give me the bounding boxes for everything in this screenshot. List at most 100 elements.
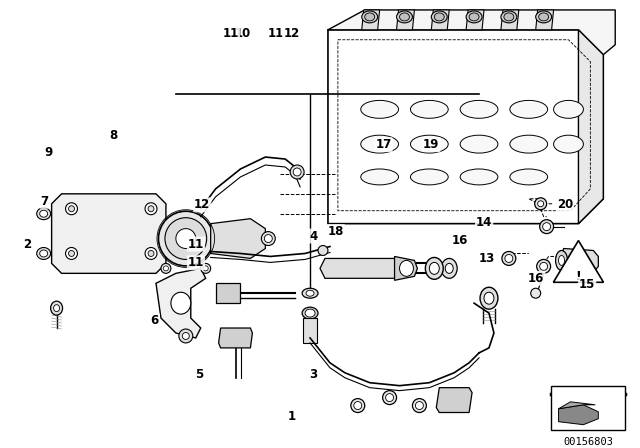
Ellipse shape <box>410 135 448 153</box>
Ellipse shape <box>510 169 548 185</box>
Ellipse shape <box>365 13 374 21</box>
Ellipse shape <box>543 223 550 231</box>
Ellipse shape <box>261 232 275 246</box>
Polygon shape <box>501 10 519 30</box>
Polygon shape <box>554 241 604 282</box>
Text: 11: 11 <box>188 237 204 250</box>
Polygon shape <box>559 405 598 425</box>
Ellipse shape <box>361 100 399 118</box>
Circle shape <box>145 247 157 259</box>
Ellipse shape <box>537 259 550 273</box>
Text: 19: 19 <box>423 138 440 151</box>
Ellipse shape <box>426 258 444 279</box>
Polygon shape <box>436 388 472 413</box>
Ellipse shape <box>361 169 399 185</box>
Ellipse shape <box>536 11 552 23</box>
Ellipse shape <box>510 135 548 153</box>
Circle shape <box>148 206 154 212</box>
Ellipse shape <box>201 263 211 273</box>
Ellipse shape <box>460 100 498 118</box>
Bar <box>550 386 625 431</box>
Polygon shape <box>156 268 205 338</box>
Text: 15: 15 <box>579 279 595 292</box>
Circle shape <box>65 247 77 259</box>
Text: 9: 9 <box>44 146 52 159</box>
Ellipse shape <box>302 288 318 298</box>
Text: 13: 13 <box>479 252 495 265</box>
Text: 16: 16 <box>452 234 468 247</box>
Ellipse shape <box>538 201 543 207</box>
Ellipse shape <box>361 135 399 153</box>
Ellipse shape <box>480 287 498 309</box>
Ellipse shape <box>204 266 208 271</box>
Ellipse shape <box>163 266 168 271</box>
Text: 7: 7 <box>40 195 49 208</box>
Ellipse shape <box>445 263 453 273</box>
Ellipse shape <box>441 258 457 278</box>
Ellipse shape <box>182 332 189 340</box>
Ellipse shape <box>51 301 63 315</box>
Ellipse shape <box>302 307 318 319</box>
Ellipse shape <box>554 100 584 118</box>
Polygon shape <box>328 30 604 224</box>
Ellipse shape <box>179 329 193 343</box>
Polygon shape <box>561 249 598 272</box>
Polygon shape <box>211 219 266 258</box>
Ellipse shape <box>460 135 498 153</box>
Text: !: ! <box>575 270 581 283</box>
Ellipse shape <box>293 168 301 176</box>
Ellipse shape <box>469 13 479 21</box>
Ellipse shape <box>484 292 494 304</box>
Ellipse shape <box>383 391 397 405</box>
Ellipse shape <box>510 100 548 118</box>
Ellipse shape <box>354 401 362 409</box>
Text: 2: 2 <box>23 237 31 250</box>
Polygon shape <box>362 10 380 30</box>
Ellipse shape <box>399 260 413 276</box>
Text: 5: 5 <box>195 367 204 380</box>
Polygon shape <box>320 258 399 278</box>
Ellipse shape <box>556 250 568 270</box>
Ellipse shape <box>54 305 60 312</box>
Circle shape <box>145 203 157 215</box>
Ellipse shape <box>559 255 564 265</box>
Ellipse shape <box>534 198 547 210</box>
Ellipse shape <box>176 228 196 249</box>
Ellipse shape <box>290 165 304 179</box>
Polygon shape <box>394 256 417 280</box>
Ellipse shape <box>36 247 51 259</box>
Ellipse shape <box>40 210 47 217</box>
Text: 18: 18 <box>328 225 344 238</box>
Text: 12: 12 <box>194 198 211 211</box>
Ellipse shape <box>36 208 51 220</box>
Ellipse shape <box>429 263 439 274</box>
Ellipse shape <box>410 100 448 118</box>
Polygon shape <box>303 318 317 343</box>
Ellipse shape <box>554 135 584 153</box>
Ellipse shape <box>171 292 191 314</box>
Text: 11: 11 <box>188 256 204 269</box>
Ellipse shape <box>351 399 365 413</box>
Polygon shape <box>397 10 415 30</box>
Ellipse shape <box>161 263 171 273</box>
Polygon shape <box>219 328 252 348</box>
Circle shape <box>68 206 74 212</box>
Ellipse shape <box>165 218 207 259</box>
Polygon shape <box>466 10 484 30</box>
Ellipse shape <box>362 11 378 23</box>
Polygon shape <box>216 283 241 303</box>
Ellipse shape <box>386 394 394 401</box>
Ellipse shape <box>305 309 315 317</box>
Circle shape <box>65 203 77 215</box>
Ellipse shape <box>412 399 426 413</box>
Polygon shape <box>559 402 595 409</box>
Circle shape <box>148 250 154 256</box>
Ellipse shape <box>410 169 448 185</box>
Ellipse shape <box>415 401 424 409</box>
Text: 14: 14 <box>476 216 492 229</box>
Ellipse shape <box>460 169 498 185</box>
Ellipse shape <box>539 13 548 21</box>
Polygon shape <box>328 10 615 55</box>
Polygon shape <box>536 10 554 30</box>
Circle shape <box>68 250 74 256</box>
